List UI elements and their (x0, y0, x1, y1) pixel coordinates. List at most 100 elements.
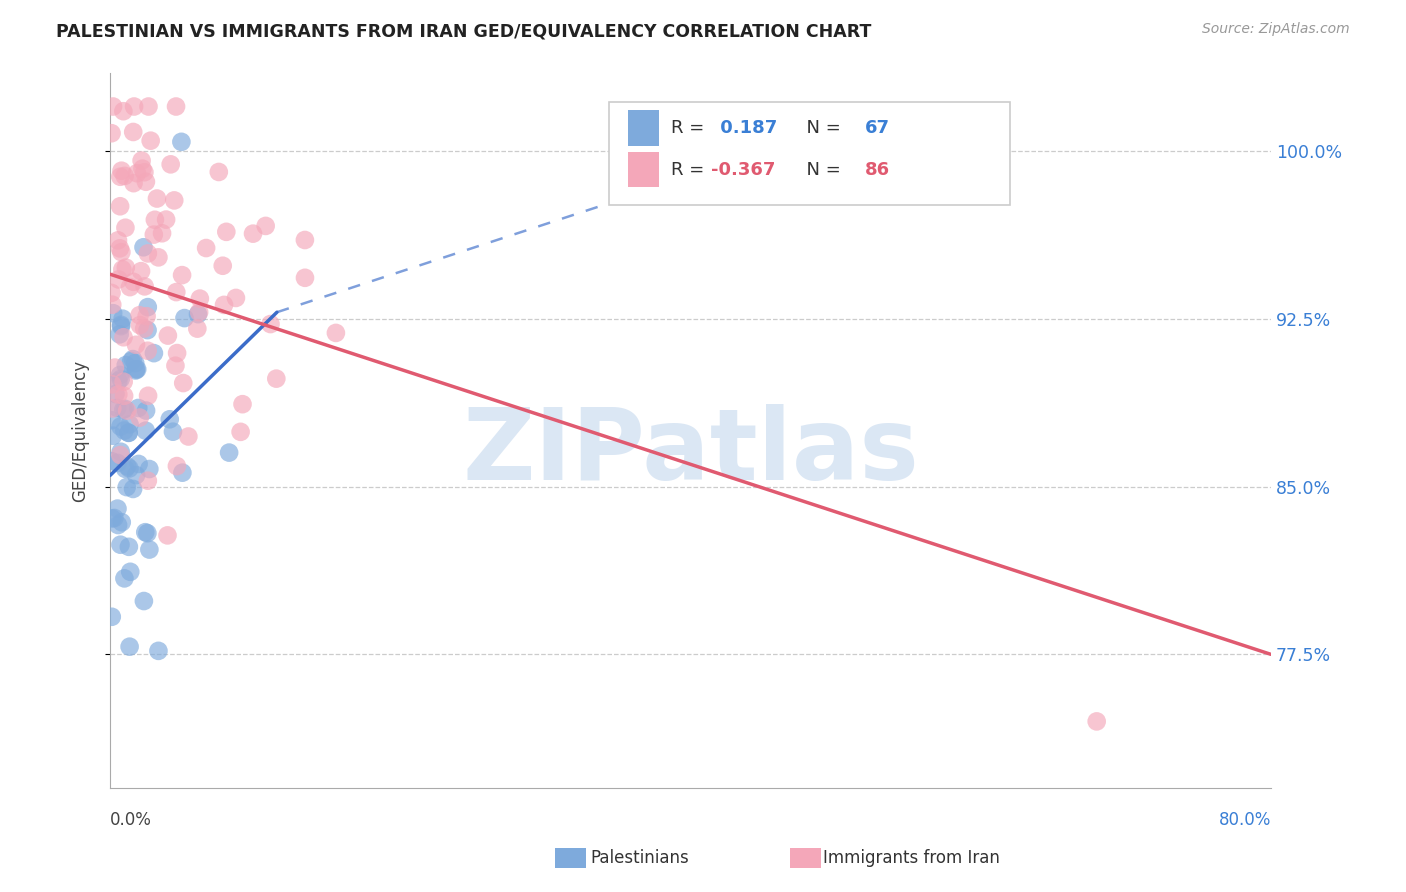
Point (294, 233, 316, 247)
Point (110, 538, 132, 552)
Point (108, 199, 131, 213)
Point (1085, 714, 1108, 729)
Point (136, 526, 159, 541)
Point (150, 226, 173, 240)
Point (118, 640, 141, 654)
Point (112, 375, 135, 389)
Point (114, 260, 136, 275)
Point (114, 401, 136, 416)
Text: 80.0%: 80.0% (1219, 811, 1271, 829)
Point (136, 323, 159, 337)
Point (136, 343, 159, 358)
Point (148, 251, 170, 265)
Point (110, 372, 132, 386)
Point (212, 298, 235, 312)
Text: Source: ZipAtlas.com: Source: ZipAtlas.com (1202, 22, 1350, 37)
Point (107, 272, 129, 286)
Point (125, 468, 148, 483)
Point (218, 445, 240, 459)
Point (118, 540, 141, 554)
Point (156, 328, 179, 343)
Point (115, 480, 138, 494)
Point (110, 163, 132, 178)
Point (208, 165, 231, 179)
Point (107, 456, 129, 470)
Point (188, 292, 211, 306)
Point (118, 280, 141, 294)
Point (136, 389, 159, 403)
Point (115, 403, 138, 417)
Point (172, 376, 194, 390)
Point (177, 429, 200, 443)
Text: PALESTINIAN VS IMMIGRANTS FROM IRAN GED/EQUIVALENCY CORRELATION CHART: PALESTINIAN VS IMMIGRANTS FROM IRAN GED/… (56, 22, 872, 40)
Point (131, 161, 153, 176)
Point (100, 413, 122, 427)
FancyBboxPatch shape (627, 152, 659, 187)
Point (114, 220, 136, 235)
Point (259, 317, 281, 331)
Point (187, 307, 209, 321)
Point (100, 454, 122, 468)
Point (128, 308, 150, 322)
Point (122, 482, 145, 496)
Text: -0.367: -0.367 (711, 161, 776, 178)
Text: R =: R = (671, 119, 710, 137)
Point (155, 212, 177, 227)
Point (159, 412, 181, 426)
Point (242, 227, 264, 241)
Point (118, 417, 141, 432)
Point (122, 352, 145, 367)
Point (134, 525, 156, 540)
Point (170, 135, 193, 149)
Point (128, 410, 150, 425)
Point (166, 346, 188, 360)
Point (215, 225, 238, 239)
Point (112, 330, 135, 344)
Point (122, 125, 145, 139)
Point (100, 285, 122, 300)
Point (127, 362, 149, 376)
Point (124, 356, 146, 370)
Point (165, 359, 187, 373)
Point (294, 270, 316, 285)
Point (108, 241, 131, 255)
Point (114, 462, 136, 476)
Point (101, 401, 124, 416)
Text: 0.0%: 0.0% (110, 811, 152, 829)
Point (211, 259, 233, 273)
Point (128, 457, 150, 471)
Point (134, 279, 156, 293)
Point (107, 387, 129, 401)
Point (156, 528, 179, 542)
Text: Palestinians: Palestinians (591, 849, 689, 867)
Point (100, 609, 122, 624)
Text: N =: N = (794, 161, 846, 178)
Point (165, 99, 187, 113)
Text: R =: R = (671, 161, 710, 178)
Point (135, 424, 157, 438)
Point (101, 306, 124, 320)
Point (135, 403, 157, 417)
Point (231, 397, 253, 411)
Point (107, 374, 129, 388)
Point (186, 321, 208, 335)
Point (107, 518, 129, 533)
Point (172, 466, 194, 480)
Point (118, 461, 141, 475)
Point (101, 511, 124, 525)
Point (225, 291, 247, 305)
Point (131, 153, 153, 168)
Point (173, 311, 195, 326)
Point (148, 644, 170, 658)
Point (143, 212, 166, 227)
Text: 67: 67 (865, 119, 890, 137)
FancyBboxPatch shape (790, 848, 821, 868)
Point (101, 428, 124, 442)
Point (112, 424, 135, 438)
Point (105, 401, 128, 415)
Text: Immigrants from Iran: Immigrants from Iran (823, 849, 1000, 867)
Point (195, 241, 218, 255)
Point (110, 245, 132, 260)
Point (266, 371, 288, 385)
Point (138, 99, 160, 113)
